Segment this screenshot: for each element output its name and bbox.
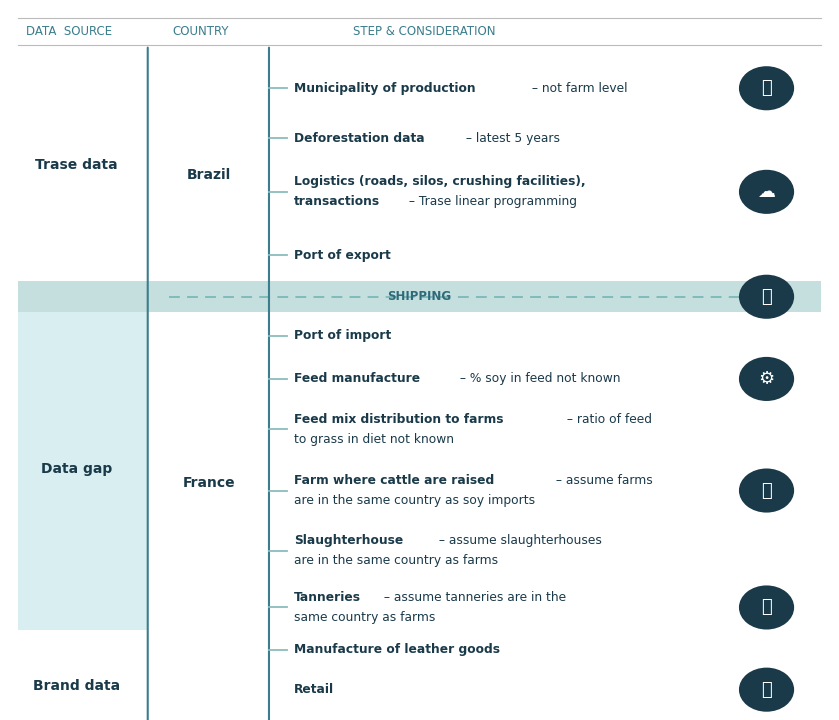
Text: Trase data: Trase data [35, 158, 118, 172]
Text: COUNTRY: COUNTRY [173, 25, 229, 38]
Text: ⚙: ⚙ [758, 370, 774, 388]
Text: Deforestation data: Deforestation data [294, 132, 425, 145]
Text: – assume farms: – assume farms [551, 474, 653, 487]
Text: Data gap: Data gap [41, 462, 112, 476]
Text: ☁: ☁ [758, 183, 775, 201]
Text: Retail: Retail [294, 683, 334, 696]
Text: are in the same country as soy imports: are in the same country as soy imports [294, 494, 535, 507]
Text: transactions: transactions [294, 195, 380, 208]
Text: – % soy in feed not known: – % soy in feed not known [456, 372, 621, 385]
Text: to grass in diet not known: to grass in diet not known [294, 433, 454, 446]
Text: same country as farms: same country as farms [294, 611, 435, 624]
Text: STEP & CONSIDERATION: STEP & CONSIDERATION [352, 25, 495, 38]
Text: 🐄: 🐄 [761, 482, 772, 500]
Text: DATA  SOURCE: DATA SOURCE [27, 25, 112, 38]
Text: Farm where cattle are raised: Farm where cattle are raised [294, 474, 494, 487]
Text: Brazil: Brazil [186, 168, 231, 182]
Text: SHIPPING: SHIPPING [388, 290, 451, 303]
Text: – assume tanneries are in the: – assume tanneries are in the [380, 591, 566, 604]
Circle shape [739, 469, 795, 513]
Circle shape [739, 66, 795, 110]
Circle shape [739, 275, 795, 319]
Text: 🌳: 🌳 [761, 79, 772, 97]
Bar [18, 305, 148, 629]
Circle shape [739, 585, 795, 629]
Text: – ratio of feed: – ratio of feed [564, 413, 653, 426]
Text: Port of import: Port of import [294, 329, 391, 342]
Text: – assume slaughterhouses: – assume slaughterhouses [435, 534, 602, 547]
Text: Feed mix distribution to farms: Feed mix distribution to farms [294, 413, 503, 426]
Text: France: France [182, 475, 235, 490]
Circle shape [739, 357, 795, 401]
Bar [18, 282, 821, 312]
Text: 🪝: 🪝 [761, 598, 772, 616]
Text: Manufacture of leather goods: Manufacture of leather goods [294, 643, 500, 656]
Text: Logistics (roads, silos, crushing facilities),: Logistics (roads, silos, crushing facili… [294, 175, 586, 189]
Text: 🚢: 🚢 [761, 288, 772, 306]
Text: – Trase linear programming: – Trase linear programming [405, 195, 577, 208]
Text: Tanneries: Tanneries [294, 591, 361, 604]
Text: 🛒: 🛒 [761, 680, 772, 698]
Text: – not farm level: – not farm level [528, 82, 627, 95]
Text: are in the same country as farms: are in the same country as farms [294, 554, 498, 567]
Text: Port of export: Port of export [294, 249, 391, 262]
Circle shape [739, 667, 795, 712]
Text: Slaughterhouse: Slaughterhouse [294, 534, 404, 547]
Text: Municipality of production: Municipality of production [294, 82, 476, 95]
Text: Feed manufacture: Feed manufacture [294, 372, 420, 385]
Circle shape [739, 170, 795, 214]
Text: – latest 5 years: – latest 5 years [462, 132, 560, 145]
Text: Brand data: Brand data [33, 680, 120, 693]
